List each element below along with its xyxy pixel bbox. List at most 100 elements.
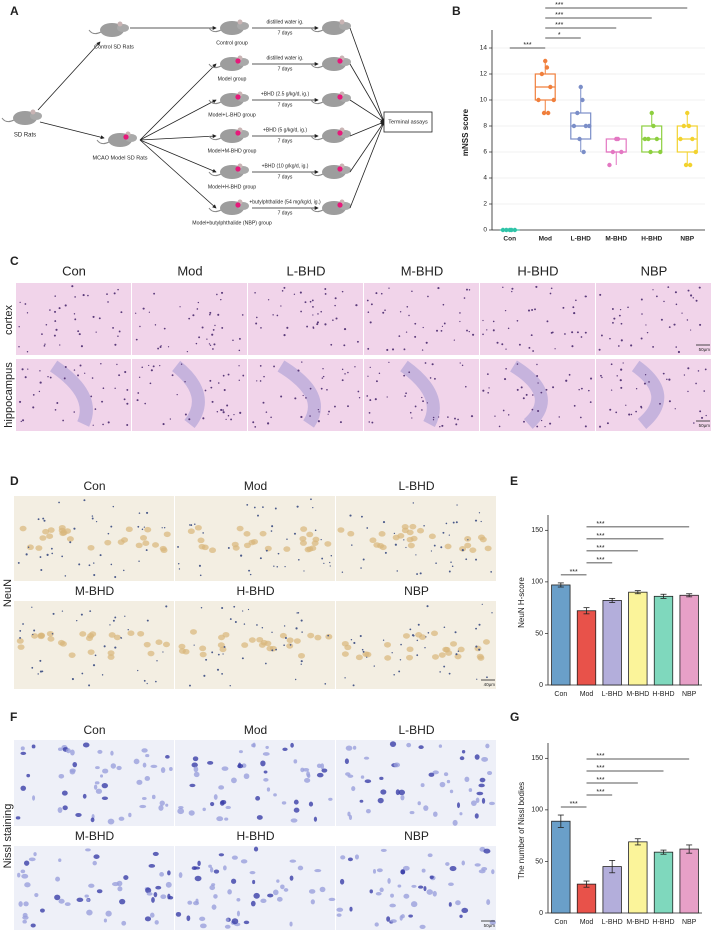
nucleus bbox=[448, 672, 451, 675]
micrograph bbox=[14, 496, 174, 581]
nucleus bbox=[687, 367, 690, 370]
nucleus bbox=[101, 674, 104, 676]
y-tick-label: 2 bbox=[483, 201, 487, 208]
neuron bbox=[384, 655, 392, 661]
nucleus bbox=[366, 395, 369, 397]
cell bbox=[24, 882, 31, 888]
nucleus bbox=[549, 292, 552, 295]
nucleus bbox=[457, 418, 459, 421]
nucleus bbox=[223, 645, 226, 648]
rat-ear bbox=[339, 19, 345, 25]
cell bbox=[316, 763, 322, 769]
nucleus bbox=[20, 420, 22, 423]
cell bbox=[249, 870, 256, 875]
nucleus bbox=[396, 570, 398, 572]
nucleus bbox=[136, 399, 139, 402]
nucleus bbox=[550, 331, 553, 334]
bar bbox=[576, 610, 597, 686]
nucleus bbox=[511, 290, 513, 293]
nucleus bbox=[424, 362, 427, 364]
nucleus bbox=[491, 612, 493, 614]
nucleus bbox=[320, 310, 322, 313]
nucleus bbox=[635, 388, 638, 390]
neuron bbox=[248, 637, 256, 643]
neuron bbox=[85, 635, 93, 642]
micrograph-bg bbox=[596, 283, 711, 355]
cell bbox=[21, 873, 29, 879]
point bbox=[545, 110, 551, 116]
nucleus bbox=[118, 330, 121, 333]
nucleus bbox=[55, 328, 58, 331]
cell bbox=[20, 751, 27, 755]
nucleus bbox=[273, 565, 275, 567]
rat-ear bbox=[30, 109, 36, 115]
cell bbox=[197, 860, 201, 867]
nucleus bbox=[167, 346, 170, 348]
micrograph bbox=[336, 846, 496, 930]
nucleus bbox=[116, 363, 118, 366]
nucleus bbox=[504, 309, 507, 312]
nucleus bbox=[459, 312, 461, 314]
neuron bbox=[444, 543, 452, 550]
nucleus bbox=[197, 301, 200, 304]
cell bbox=[177, 808, 185, 815]
nucleus bbox=[217, 313, 220, 316]
nucleus bbox=[26, 351, 29, 353]
micrograph bbox=[175, 601, 335, 689]
nucleus bbox=[276, 314, 279, 317]
micrograph-bg bbox=[336, 846, 496, 930]
cell bbox=[231, 878, 237, 884]
cell bbox=[376, 868, 383, 873]
nucleus bbox=[179, 306, 181, 308]
cell bbox=[84, 894, 89, 898]
nucleus bbox=[142, 307, 145, 310]
cell bbox=[191, 762, 198, 768]
significance-label: *** bbox=[596, 521, 604, 528]
cell bbox=[290, 742, 294, 748]
nucleus bbox=[368, 421, 370, 423]
nucleus bbox=[351, 544, 353, 546]
cell bbox=[159, 872, 165, 877]
nucleus bbox=[77, 330, 80, 333]
row-label: hippocampus bbox=[3, 362, 15, 428]
cell bbox=[231, 777, 237, 784]
y-axis-label: The number of Nissl bodies bbox=[517, 782, 526, 879]
nucleus bbox=[120, 311, 123, 314]
cell bbox=[225, 805, 231, 810]
nucleus bbox=[406, 306, 409, 308]
nucleus bbox=[220, 291, 224, 294]
cell bbox=[372, 868, 377, 874]
neuron bbox=[135, 542, 143, 549]
micrograph-bg bbox=[16, 359, 131, 431]
cell bbox=[224, 924, 231, 929]
nucleus bbox=[154, 324, 157, 326]
neuron bbox=[107, 650, 115, 656]
neuron bbox=[418, 634, 426, 640]
micrograph bbox=[480, 359, 595, 431]
neuron bbox=[464, 536, 472, 542]
nucleus bbox=[190, 524, 193, 527]
cell-layer bbox=[400, 360, 440, 428]
bar bbox=[602, 866, 622, 914]
cell bbox=[141, 748, 148, 753]
nucleus bbox=[427, 295, 429, 298]
neuron bbox=[409, 523, 417, 530]
cell bbox=[304, 777, 311, 783]
nucleus bbox=[135, 338, 138, 341]
cell bbox=[417, 801, 421, 806]
nucleus bbox=[283, 644, 285, 647]
nucleus bbox=[201, 326, 204, 329]
cell bbox=[426, 889, 433, 895]
nucleus bbox=[101, 400, 104, 403]
nucleus bbox=[284, 566, 286, 568]
neuron bbox=[430, 630, 438, 637]
y-tick-label: 0 bbox=[483, 227, 487, 234]
nucleus bbox=[699, 410, 702, 413]
nucleus bbox=[457, 650, 460, 652]
nucleus bbox=[92, 315, 95, 318]
nucleus bbox=[22, 419, 25, 422]
nucleus bbox=[112, 619, 115, 622]
nucleus bbox=[640, 298, 643, 301]
nucleus bbox=[571, 345, 574, 348]
micrograph bbox=[364, 283, 479, 355]
